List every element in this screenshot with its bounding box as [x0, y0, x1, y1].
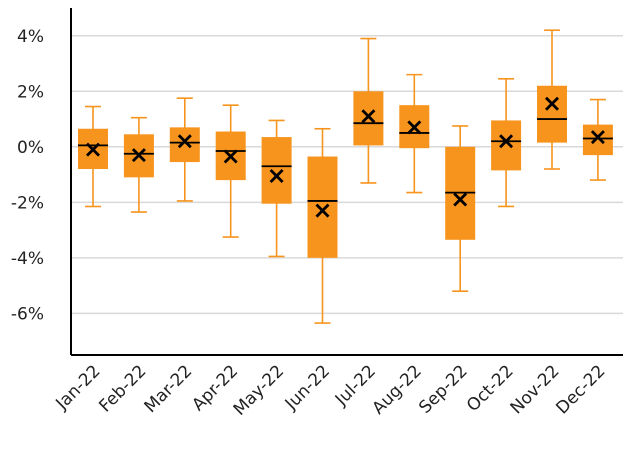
x-tick-label: May-22: [230, 361, 288, 419]
box-may-22: [261, 119, 292, 258]
x-tick-label: Aug-22: [369, 361, 426, 418]
grid-lines: [71, 35, 623, 315]
box-feb-22: [123, 116, 154, 213]
y-tick-label: -6%: [11, 304, 44, 324]
box-iqr: [582, 124, 613, 156]
mean-marker-stroke-b: [361, 109, 376, 124]
mean-marker-stroke-b: [223, 149, 238, 164]
x-tick-label: Nov-22: [507, 361, 564, 418]
box-nov-22: [537, 29, 567, 170]
box-apr-22: [215, 104, 246, 238]
x-tick-label: Mar-22: [141, 361, 197, 417]
mean-marker-stroke-b: [131, 148, 146, 163]
mean-marker-stroke-b: [453, 192, 468, 207]
x-tick-label: Jun-22: [281, 361, 334, 414]
mean-marker-stroke-b: [499, 134, 514, 149]
box-jul-22: [353, 37, 384, 184]
mean-marker-stroke-b: [545, 96, 559, 111]
box-iqr: [261, 137, 292, 204]
x-axis-tick-labels: Jan-22Feb-22Mar-22Apr-22May-22Jun-22Jul-…: [52, 361, 610, 419]
box-iqr: [353, 91, 384, 146]
mean-marker-stroke-b: [315, 203, 330, 218]
mean-marker-stroke-b: [407, 120, 422, 135]
box-oct-22: [491, 77, 522, 208]
mean-marker-stroke-b: [177, 134, 192, 149]
box-dec-22: [582, 98, 613, 181]
x-tick-label: Dec-22: [552, 361, 609, 418]
mean-marker-stroke-b: [86, 142, 100, 157]
x-tick-label: Sep-22: [415, 361, 471, 417]
mean-marker-stroke-b: [590, 130, 605, 145]
x-tick-label: Jan-22: [52, 361, 105, 414]
box-iqr: [169, 127, 200, 163]
box-iqr: [537, 85, 567, 143]
box-iqr: [307, 156, 338, 258]
box-iqr: [491, 120, 522, 171]
mean-marker-stroke-b: [269, 168, 284, 183]
y-tick-label: 0%: [17, 138, 44, 158]
box-mar-22: [169, 97, 200, 202]
y-tick-label: -2%: [11, 193, 44, 213]
box-sep-22: [445, 125, 476, 292]
box-jun-22: [307, 127, 338, 324]
y-tick-label: 2%: [17, 82, 44, 102]
y-tick-label: 4%: [17, 27, 44, 47]
box-series: [78, 29, 613, 324]
x-tick-label: Feb-22: [95, 361, 150, 416]
y-tick-label: -4%: [11, 249, 44, 269]
y-axis-tick-labels: 4% 2% 0% -2% -4% -6%: [11, 27, 44, 325]
box-jan-22: [78, 105, 108, 208]
box-aug-22: [399, 73, 430, 194]
